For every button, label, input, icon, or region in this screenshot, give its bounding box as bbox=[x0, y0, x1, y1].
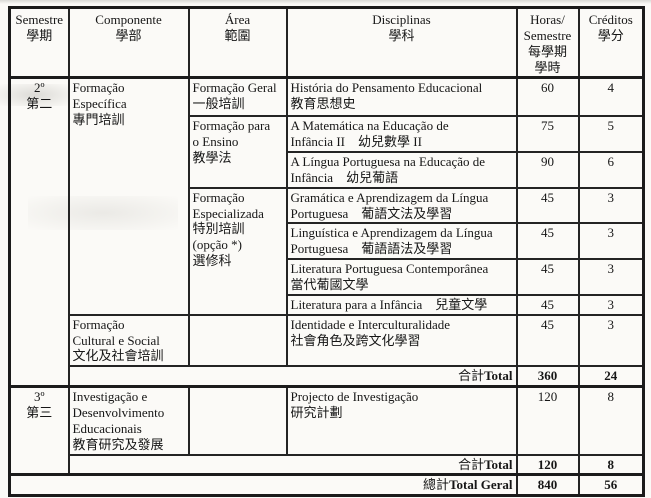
credits-cell: 3 bbox=[577, 293, 645, 316]
grand-total-label-zh: 總計 bbox=[423, 477, 450, 493]
hours-cell: 60 bbox=[515, 76, 580, 117]
area-empty-cell bbox=[187, 385, 288, 456]
credits-cell: 5 bbox=[577, 114, 645, 153]
semester-3-total-label: 合計Total bbox=[67, 453, 518, 476]
header-cell-disciplinas: Disciplinas 學科 bbox=[285, 6, 518, 80]
semester-2-total-label: 合計Total bbox=[67, 365, 518, 388]
hours-cell: 90 bbox=[515, 150, 580, 189]
curriculum-table: Semestre 學期 Componente 學部 Área 範圍 Discip… bbox=[8, 6, 645, 498]
semester-3-cell: 3º 第三 bbox=[8, 385, 70, 476]
credits-cell: 3 bbox=[577, 222, 645, 261]
semester-3-total-hours: 120 bbox=[515, 453, 580, 476]
grand-total-credits: 56 bbox=[577, 473, 645, 497]
discipline-cell: Gramática e Aprendizagem da Língua Portu… bbox=[285, 186, 518, 225]
discipline-cell: Literatura para a Infância 兒童文學 bbox=[285, 293, 518, 316]
header-cell-semestre: Semestre 學期 bbox=[8, 6, 70, 80]
area-empty-cell bbox=[187, 313, 288, 368]
discipline-cell: A Língua Portuguesa na Educação de Infân… bbox=[285, 150, 518, 189]
discipline-cell: Literatura Portuguesa Contemporânea 當代葡國… bbox=[285, 258, 518, 296]
area-especializada-cell: Formação Especializada 特別培訓 (opção *) 選修… bbox=[187, 186, 288, 316]
hours-cell: 120 bbox=[515, 385, 580, 456]
credits-cell: 6 bbox=[577, 150, 645, 189]
total-label-pt: Total bbox=[484, 368, 513, 384]
total-label-zh: 合計 bbox=[458, 368, 485, 384]
hours-cell: 75 bbox=[515, 114, 580, 153]
hours-cell: 45 bbox=[515, 258, 580, 296]
total-label-zh: 合計 bbox=[458, 456, 485, 472]
discipline-cell: Linguística e Aprendizagem da Língua Por… bbox=[285, 222, 518, 261]
semester-2-total-credits: 24 bbox=[577, 365, 645, 388]
discipline-cell: Projecto de Investigação 研究計劃 bbox=[285, 385, 518, 456]
componente-investigacao-cell: Investigação e Desenvolvimento Educacion… bbox=[67, 385, 190, 456]
componente-cultural-cell: Formação Cultural e Social 文化及社會培訓 bbox=[67, 313, 190, 368]
credits-cell: 3 bbox=[577, 186, 645, 225]
credits-cell: 8 bbox=[577, 385, 645, 456]
credits-cell: 3 bbox=[577, 258, 645, 296]
hours-cell: 45 bbox=[515, 293, 580, 316]
discipline-cell: Identidade e Interculturalidade 社會角色及跨文化… bbox=[285, 313, 518, 368]
area-geral-cell: Formação Geral 一般培訓 bbox=[187, 76, 288, 117]
credits-cell: 3 bbox=[577, 313, 645, 368]
grand-total-hours: 840 bbox=[515, 473, 580, 497]
header-cell-horas: Horas/ Semestre 每學期 學時 bbox=[515, 6, 580, 80]
grand-total-label: 總計Total Geral bbox=[8, 473, 518, 497]
scan-edge-artifact bbox=[0, 0, 651, 4]
discipline-cell: História do Pensamento Educacional 教育思想史 bbox=[285, 76, 518, 117]
area-ensino-cell: Formação para o Ensino 教學法 bbox=[187, 114, 288, 189]
semester-2-cell: 2º 第二 bbox=[8, 76, 70, 388]
header-cell-creditos: Créditos 學分 bbox=[577, 6, 645, 80]
componente-especifica-cell: Formação Específica 專門培訓 bbox=[67, 76, 190, 316]
semester-2-total-hours: 360 bbox=[515, 365, 580, 388]
hours-cell: 45 bbox=[515, 222, 580, 261]
credits-cell: 4 bbox=[577, 76, 645, 117]
header-cell-area: Área 範圍 bbox=[187, 6, 288, 80]
hours-cell: 45 bbox=[515, 313, 580, 368]
hours-cell: 45 bbox=[515, 186, 580, 225]
grand-total-label-pt: Total Geral bbox=[449, 477, 513, 493]
total-label-pt: Total bbox=[484, 456, 513, 472]
discipline-cell: A Matemática na Educação de Infância II … bbox=[285, 114, 518, 153]
header-cell-componente: Componente 學部 bbox=[67, 6, 190, 80]
semester-3-total-credits: 8 bbox=[577, 453, 645, 476]
